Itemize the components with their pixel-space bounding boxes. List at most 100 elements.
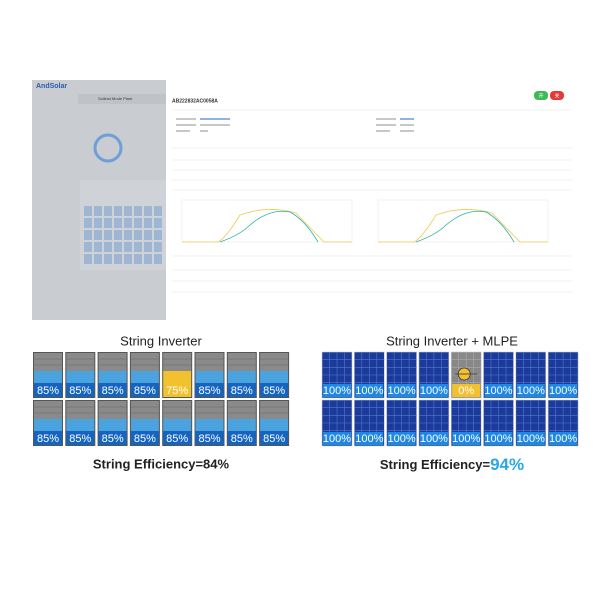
panel-label: 85% bbox=[69, 385, 91, 397]
mini-panel bbox=[104, 254, 112, 264]
solar-panel: 85% bbox=[194, 400, 225, 446]
logo: AndSolar bbox=[36, 83, 67, 90]
panel-cells-mid bbox=[66, 371, 95, 383]
mini-panel bbox=[104, 230, 112, 240]
mini-panel bbox=[154, 242, 162, 252]
panel-cells-mid bbox=[98, 419, 127, 431]
panel-label-bg bbox=[227, 383, 256, 397]
mini-panel bbox=[94, 242, 102, 252]
panel-label-bg bbox=[355, 432, 384, 445]
plant-bar bbox=[78, 94, 166, 104]
panel-label-bg bbox=[419, 384, 448, 397]
panel-label: 100% bbox=[388, 433, 416, 445]
panel-cells-top bbox=[98, 353, 127, 371]
mini-panel bbox=[134, 206, 142, 216]
solar-panel: 100% bbox=[547, 351, 579, 399]
panel-label: 100% bbox=[452, 433, 480, 445]
panel-label: 100% bbox=[420, 385, 448, 397]
panel-cells-top bbox=[227, 401, 256, 419]
panel-label-bg bbox=[163, 431, 192, 445]
panel-label-bg bbox=[323, 384, 351, 397]
panel-label-bg bbox=[260, 431, 289, 445]
panel-label-bg bbox=[484, 432, 513, 445]
solar-panel: 100% bbox=[450, 399, 482, 447]
solar-panel: 100% bbox=[515, 399, 547, 447]
panel-cells-mid bbox=[130, 419, 159, 431]
panel-cells-mid bbox=[195, 419, 224, 431]
panel-cells-mid bbox=[163, 419, 192, 431]
panel-label-bg bbox=[260, 383, 289, 397]
panel-label: 100% bbox=[388, 385, 416, 397]
panel-label-bg bbox=[195, 431, 224, 445]
panel-label-bg bbox=[419, 432, 448, 445]
panel-cells-mid bbox=[98, 371, 127, 383]
mini-panel bbox=[134, 242, 142, 252]
screenshot: AndSolar Sollinst Mode Plant AB222832AC0… bbox=[32, 80, 578, 320]
mini-panel bbox=[104, 206, 112, 216]
mini-panel bbox=[84, 230, 92, 240]
panel-label: 85% bbox=[263, 385, 285, 397]
panel-label: 85% bbox=[134, 433, 156, 445]
mini-panel bbox=[154, 206, 162, 216]
panel-cells-top bbox=[34, 353, 62, 371]
placeholder-text bbox=[176, 118, 414, 132]
mini-panel bbox=[134, 218, 142, 228]
panel-label: 85% bbox=[231, 433, 253, 445]
mini-panel bbox=[134, 254, 142, 264]
mini-panel bbox=[144, 242, 152, 252]
mini-panel bbox=[114, 206, 122, 216]
solar-panel: 100% bbox=[547, 399, 579, 447]
solar-panel: 100% bbox=[515, 351, 547, 399]
panel-label: 85% bbox=[231, 385, 253, 397]
panel-label: 100% bbox=[323, 433, 351, 445]
mini-panel bbox=[94, 230, 102, 240]
solar-panel: 85% bbox=[97, 352, 128, 398]
panel-cells-top bbox=[66, 401, 95, 419]
panel-cells-top bbox=[66, 353, 95, 371]
solar-panel: 75% bbox=[162, 352, 193, 398]
solar-panel: 85% bbox=[65, 400, 96, 446]
mini-panel bbox=[114, 230, 122, 240]
solar-panel: 100% bbox=[353, 399, 385, 447]
panel-label: 100% bbox=[517, 385, 545, 397]
panel-label: 85% bbox=[263, 433, 285, 445]
panel-label: 85% bbox=[37, 385, 59, 397]
mini-panel bbox=[94, 254, 102, 264]
panel-label: 100% bbox=[549, 385, 577, 397]
mini-panel bbox=[114, 218, 122, 228]
efficiency: String Efficiency=94% bbox=[380, 455, 524, 474]
mini-panel bbox=[124, 218, 132, 228]
panel-label-bg bbox=[516, 432, 545, 445]
solar-panel: 85% bbox=[65, 352, 96, 398]
on-button[interactable] bbox=[534, 91, 548, 100]
power-charts bbox=[181, 199, 549, 243]
panel-map bbox=[80, 180, 166, 270]
panel-cells-mid bbox=[34, 371, 62, 383]
solar-panel: 100% bbox=[321, 351, 353, 399]
panel-label-bg bbox=[34, 383, 62, 397]
efficiency-value: 94% bbox=[490, 455, 524, 474]
mini-panel bbox=[104, 242, 112, 252]
mini-panel bbox=[144, 254, 152, 264]
solar-panel: 85% bbox=[259, 400, 290, 446]
mini-panel bbox=[84, 218, 92, 228]
panel-label-bg bbox=[163, 383, 192, 397]
mini-panel bbox=[144, 206, 152, 216]
solar-panel: 85% bbox=[226, 352, 257, 398]
panel-label: 75% bbox=[166, 385, 188, 397]
solar-panel: 85% bbox=[226, 400, 257, 446]
solar-panel: 85% bbox=[33, 400, 63, 446]
panel-label-bg bbox=[516, 384, 545, 397]
mini-panels bbox=[84, 206, 162, 264]
mini-panel bbox=[154, 254, 162, 264]
panel-label-bg bbox=[66, 431, 95, 445]
panel-label: 85% bbox=[37, 433, 59, 445]
panel-cells-top bbox=[163, 401, 192, 419]
panel-cells-mid bbox=[260, 419, 289, 431]
solar-panel: 100% bbox=[418, 351, 450, 399]
mini-panel bbox=[104, 218, 112, 228]
table-lines bbox=[172, 109, 572, 293]
off-button[interactable] bbox=[550, 91, 564, 100]
diagram-title: String Inverter + MLPE bbox=[386, 333, 518, 348]
